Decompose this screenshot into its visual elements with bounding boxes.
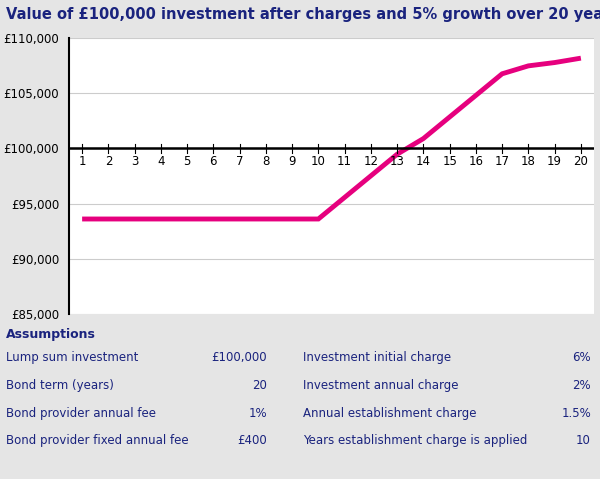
Text: 17: 17 bbox=[494, 155, 509, 168]
Text: 7: 7 bbox=[236, 155, 244, 168]
Text: £400: £400 bbox=[237, 434, 267, 447]
Text: 1: 1 bbox=[79, 155, 86, 168]
Text: Investment initial charge: Investment initial charge bbox=[303, 351, 451, 364]
Text: 6%: 6% bbox=[572, 351, 591, 364]
Text: 19: 19 bbox=[547, 155, 562, 168]
Text: 14: 14 bbox=[416, 155, 431, 168]
Text: 5: 5 bbox=[184, 155, 191, 168]
Text: 2: 2 bbox=[104, 155, 112, 168]
Text: 6: 6 bbox=[209, 155, 217, 168]
Text: Bond provider fixed annual fee: Bond provider fixed annual fee bbox=[6, 434, 188, 447]
Text: 9: 9 bbox=[289, 155, 296, 168]
Text: Years establishment charge is applied: Years establishment charge is applied bbox=[303, 434, 527, 447]
Text: 11: 11 bbox=[337, 155, 352, 168]
Text: £100,000: £100,000 bbox=[211, 351, 267, 364]
Text: 1%: 1% bbox=[248, 407, 267, 420]
Text: Annual establishment charge: Annual establishment charge bbox=[303, 407, 476, 420]
Text: 10: 10 bbox=[311, 155, 326, 168]
Text: Bond term (years): Bond term (years) bbox=[6, 379, 114, 392]
Text: 10: 10 bbox=[576, 434, 591, 447]
Text: Investment annual charge: Investment annual charge bbox=[303, 379, 458, 392]
Text: 18: 18 bbox=[521, 155, 536, 168]
Text: 13: 13 bbox=[389, 155, 404, 168]
Text: 20: 20 bbox=[252, 379, 267, 392]
Text: Lump sum investment: Lump sum investment bbox=[6, 351, 139, 364]
Text: Assumptions: Assumptions bbox=[6, 328, 96, 341]
Text: 4: 4 bbox=[157, 155, 164, 168]
Text: Bond provider annual fee: Bond provider annual fee bbox=[6, 407, 156, 420]
Text: 12: 12 bbox=[364, 155, 379, 168]
Text: 15: 15 bbox=[442, 155, 457, 168]
Text: 16: 16 bbox=[469, 155, 484, 168]
Text: 8: 8 bbox=[262, 155, 269, 168]
Text: 3: 3 bbox=[131, 155, 139, 168]
Text: 20: 20 bbox=[574, 155, 589, 168]
Text: 2%: 2% bbox=[572, 379, 591, 392]
Text: Value of £100,000 investment after charges and 5% growth over 20 years (smoothed: Value of £100,000 investment after charg… bbox=[6, 7, 600, 22]
Text: 1.5%: 1.5% bbox=[561, 407, 591, 420]
